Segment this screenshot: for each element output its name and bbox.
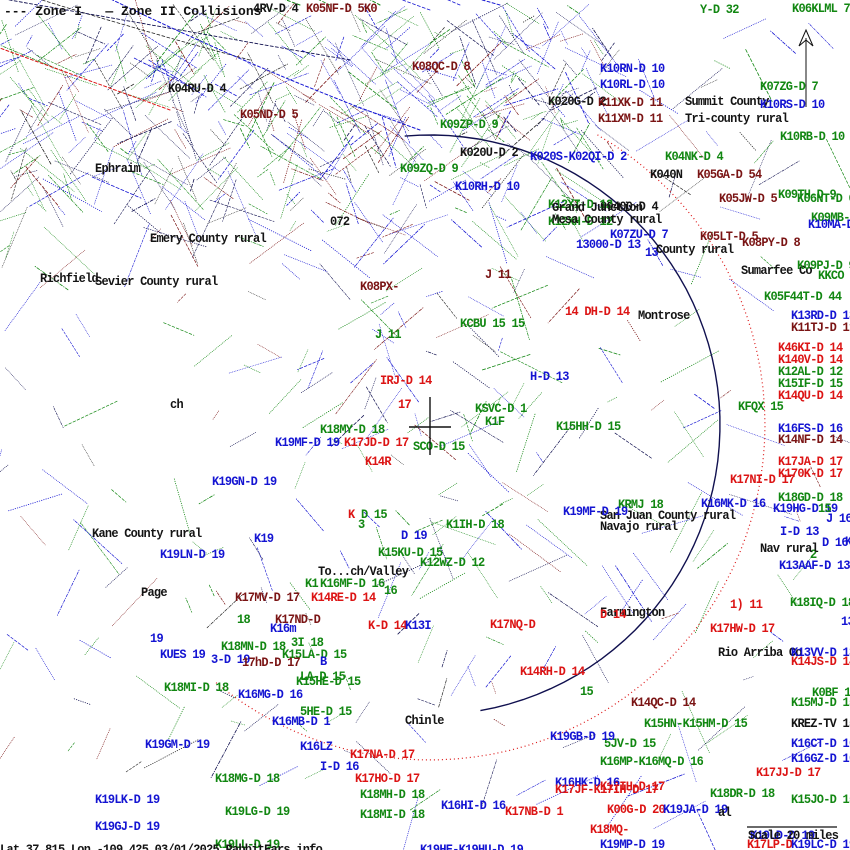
svg-text:N: N (800, 111, 812, 112)
